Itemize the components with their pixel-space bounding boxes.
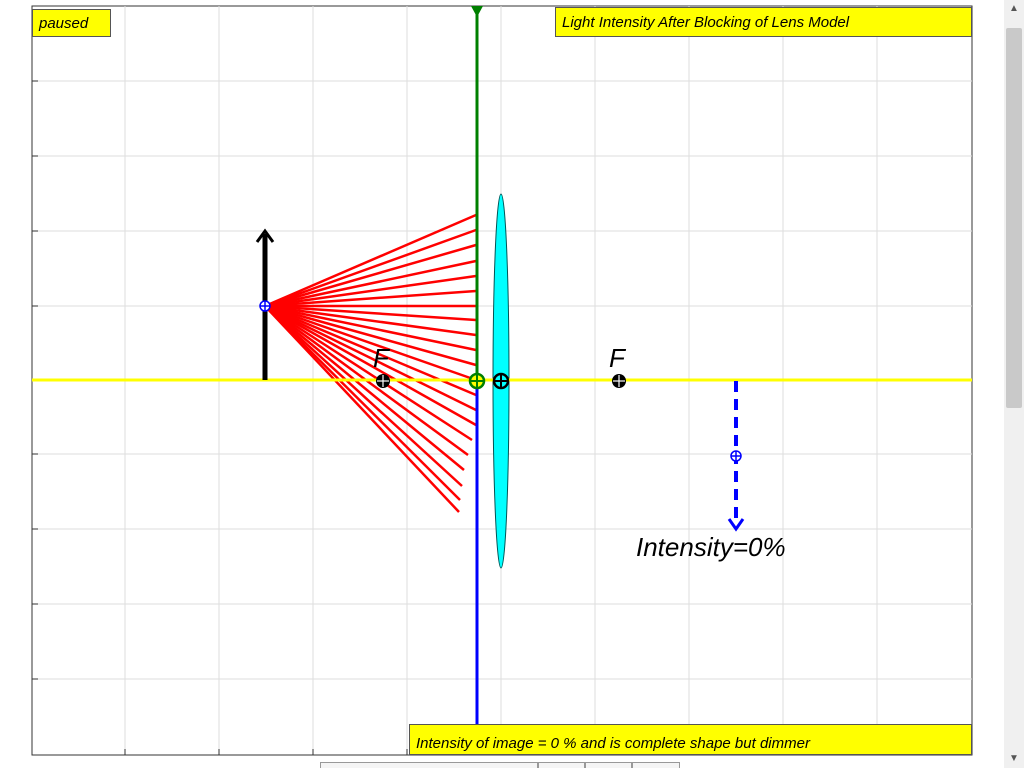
bottom-button-2[interactable] — [585, 762, 632, 768]
object-arrow[interactable] — [255, 228, 275, 380]
vertical-scrollbar[interactable]: ▲ ▼ — [1004, 0, 1024, 768]
intensity-label: Intensity=0% — [636, 532, 786, 562]
axis-ticks — [32, 80, 408, 755]
focal-point-left-icon[interactable] — [376, 374, 390, 388]
focal-left-label: F — [373, 343, 389, 373]
page-title: Light Intensity After Blocking of Lens M… — [555, 7, 972, 37]
blocker-top-handle-icon[interactable] — [471, 6, 483, 17]
bottom-slider[interactable] — [320, 762, 538, 768]
light-rays — [264, 213, 477, 513]
bottom-controls — [320, 762, 680, 768]
bottom-button-1[interactable] — [538, 762, 585, 768]
focal-right-label: F — [609, 343, 625, 373]
scroll-thumb[interactable] — [1006, 28, 1022, 408]
bottom-button-3[interactable] — [632, 762, 680, 768]
lens-center-icon[interactable] — [492, 372, 510, 390]
scroll-down-arrow-icon[interactable]: ▼ — [1009, 753, 1019, 764]
focal-point-right-icon[interactable] — [612, 374, 626, 388]
status-label[interactable]: paused — [32, 9, 111, 37]
image-arrow — [727, 381, 745, 532]
scroll-up-arrow-icon[interactable]: ▲ — [1009, 3, 1019, 14]
grid-horizontal — [32, 80, 972, 680]
blocker-pivot-icon[interactable] — [468, 372, 486, 390]
optics-plot[interactable] — [0, 0, 1000, 768]
intensity-message: Intensity of image = 0 % and is complete… — [409, 724, 972, 755]
